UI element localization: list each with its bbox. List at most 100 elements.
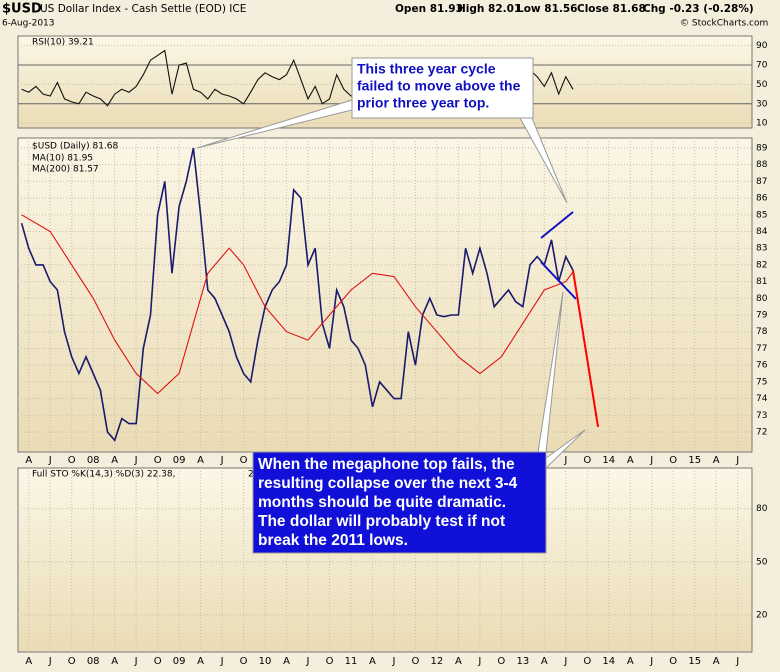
x-tick-label: A: [713, 656, 720, 667]
credit: © StockCharts.com: [680, 19, 768, 29]
y-tick-label: 74: [756, 394, 768, 404]
x-tick-label: 15: [688, 455, 701, 466]
x-tick-label: J: [563, 656, 567, 667]
y-tick-label: 81: [756, 277, 767, 287]
symbol: $USD: [2, 2, 42, 17]
quote-item: Close 81.68: [577, 3, 646, 15]
security-name: US Dollar Index - Cash Settle (EOD) ICE: [40, 3, 246, 15]
quote-item: Low 81.56: [517, 3, 577, 15]
x-tick-label: A: [627, 656, 634, 667]
x-tick-label: O: [154, 455, 162, 466]
legend-entry: MA(10) 81.95: [32, 154, 93, 164]
y-tick-label: 79: [756, 311, 768, 321]
annotation-text: failed to move above the: [357, 78, 521, 94]
x-tick-label: 14: [602, 656, 615, 667]
x-tick-label: A: [111, 656, 118, 667]
quote-item: High 82.01: [457, 3, 521, 15]
x-tick-label: A: [713, 455, 720, 466]
projection-line: [571, 270, 600, 428]
y-tick-label: 80: [756, 294, 768, 304]
x-tick-label: A: [541, 656, 548, 667]
y-tick-label: 78: [756, 327, 768, 337]
quote-item: Chg -0.23 (-0.28%): [643, 3, 754, 15]
x-tick-label: A: [369, 656, 376, 667]
price-panel: [17, 137, 753, 453]
x-tick-label: 08: [87, 656, 100, 667]
annotation-text: months should be quite dramatic.: [258, 494, 506, 511]
legend-entry: $USD (Daily) 81.68: [32, 142, 119, 152]
x-tick-label: O: [583, 455, 591, 466]
annotation-text: break the 2011 lows.: [258, 532, 408, 549]
x-tick-label: J: [220, 656, 224, 667]
x-tick-label: O: [326, 656, 334, 667]
x-tick-label: A: [25, 455, 32, 466]
y-tick-label: 72: [756, 427, 767, 437]
x-tick-label: 09: [173, 455, 186, 466]
annotation-text: When the megaphone top fails, the: [258, 456, 515, 473]
x-tick-label: J: [134, 656, 138, 667]
panel-title: Full STO %K(14,3) %D(3) 22.38,: [32, 470, 176, 480]
x-tick-label: 11: [345, 656, 358, 667]
x-tick-label: J: [649, 455, 653, 466]
annotation-box: [351, 57, 534, 119]
series-line: [20, 147, 574, 442]
y-tick-label: 87: [756, 177, 767, 187]
y-tick-label: 82: [756, 260, 767, 270]
x-tick-label: O: [411, 656, 419, 667]
annotation-text: This three year cycle: [357, 61, 496, 77]
y-tick-label: 50: [756, 557, 768, 567]
x-tick-label: A: [455, 656, 462, 667]
y-tick-label: 84: [756, 227, 768, 237]
y-tick-label: 20: [756, 610, 768, 620]
legend-entry: MA(200) 81.57: [32, 165, 99, 175]
x-tick-label: 10: [259, 656, 272, 667]
x-tick-label: 15: [688, 656, 701, 667]
x-tick-label: O: [497, 656, 505, 667]
x-tick-label: J: [563, 455, 567, 466]
x-tick-label: J: [649, 656, 653, 667]
megaphone-line: [540, 261, 577, 300]
x-tick-label: O: [240, 656, 248, 667]
y-tick-label: 80: [756, 504, 768, 514]
x-tick-label: O: [583, 656, 591, 667]
megaphone-line: [540, 211, 574, 239]
x-tick-label: 14: [602, 455, 615, 466]
annotation-text: resulting collapse over the next 3-4: [258, 475, 518, 492]
x-tick-label: O: [669, 656, 677, 667]
x-tick-label: J: [477, 656, 481, 667]
x-tick-label: A: [197, 656, 204, 667]
y-tick-label: 86: [756, 194, 768, 204]
y-tick-label: 30: [756, 99, 768, 109]
quote-item: Open 81.93: [395, 3, 463, 15]
x-tick-label: 08: [87, 455, 100, 466]
x-tick-label: 13: [516, 656, 529, 667]
y-tick-label: 10: [756, 119, 768, 129]
y-tick-label: 77: [756, 344, 767, 354]
x-tick-label: J: [306, 656, 310, 667]
x-tick-label: O: [669, 455, 677, 466]
panel-title: RSI(10) 39.21: [32, 38, 94, 48]
annotation-text: prior three year top.: [357, 95, 489, 111]
x-tick-label: J: [735, 656, 739, 667]
x-tick-label: A: [627, 455, 634, 466]
x-tick-label: J: [48, 455, 52, 466]
x-tick-label: O: [154, 656, 162, 667]
series-line: [21, 214, 574, 395]
x-tick-label: J: [134, 455, 138, 466]
annotation-text: The dollar will probably test if not: [258, 513, 505, 530]
x-tick-label: J: [391, 656, 395, 667]
x-tick-label: A: [25, 656, 32, 667]
x-tick-label: A: [197, 455, 204, 466]
y-tick-label: 90: [756, 41, 768, 51]
y-tick-label: 75: [756, 377, 767, 387]
x-tick-label: O: [240, 455, 248, 466]
x-tick-label: O: [68, 656, 76, 667]
x-tick-label: J: [735, 455, 739, 466]
y-tick-label: 70: [756, 61, 768, 71]
y-tick-label: 88: [756, 160, 768, 170]
y-tick-label: 73: [756, 411, 767, 421]
x-tick-label: 12: [431, 656, 444, 667]
y-tick-label: 50: [756, 80, 768, 90]
